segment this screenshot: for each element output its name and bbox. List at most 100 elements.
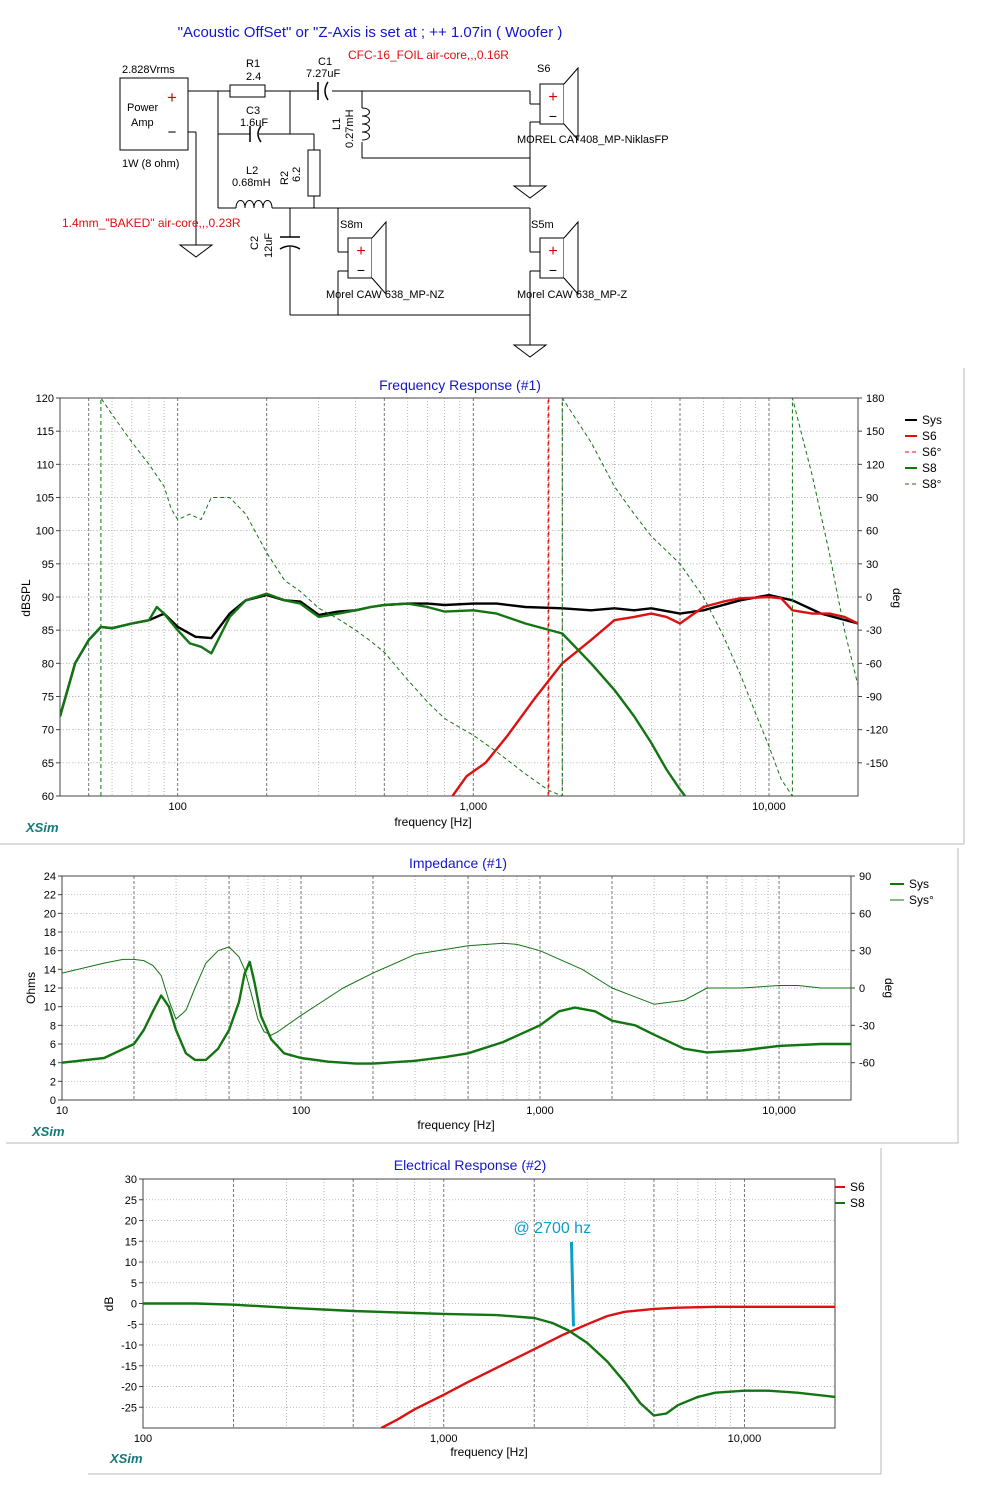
y2-tick-label: 120 xyxy=(866,459,884,471)
series-line-s6-phase xyxy=(547,398,550,796)
annotation-label: @ 2700 hz xyxy=(513,1220,591,1237)
legend-label: S6 xyxy=(922,429,937,443)
chart1-xlabel: frequency [Hz] xyxy=(394,815,471,829)
frequency-response-panel: Frequency Response (#1) frequency [Hz] d… xyxy=(0,368,965,845)
r2-ref: R2 xyxy=(279,171,291,185)
c1-note: CFC-16_FOIL air-core,,,0.16R xyxy=(348,48,509,62)
series-line-s8 xyxy=(60,592,686,796)
y-tick-label: 30 xyxy=(125,1174,137,1186)
chart2-y2label: deg xyxy=(882,978,896,998)
y-tick-label: -5 xyxy=(127,1319,137,1331)
y2-tick-label: 30 xyxy=(859,946,871,958)
y-tick-label: 90 xyxy=(42,592,54,604)
y-tick-label: 18 xyxy=(44,927,56,939)
power-amp-box xyxy=(119,77,189,151)
c2-value: 12uF xyxy=(263,233,275,258)
schematic-title: "Acoustic OffSet" or "Z-Axis is set at ;… xyxy=(178,24,563,41)
legend-label: Sys xyxy=(922,413,942,427)
legend: Sys Sys° xyxy=(890,877,934,907)
chart3-title: Electrical Response (#2) xyxy=(394,1157,547,1173)
y-tick-label: -15 xyxy=(121,1361,137,1373)
series-group xyxy=(62,942,851,1065)
y-tick-label: 75 xyxy=(42,692,54,704)
grid xyxy=(143,1179,835,1428)
s6-ref: S6 xyxy=(537,63,550,75)
series-line-s8-phase xyxy=(100,398,858,796)
y2-tick-label: -60 xyxy=(866,658,882,670)
x-tick-label: 100 xyxy=(292,1105,310,1117)
y-tick-label: 120 xyxy=(36,393,54,405)
y-tick-label: 70 xyxy=(42,725,54,737)
schematic-wires xyxy=(119,77,540,345)
impedance-panel: Impedance (#1) frequency [Hz] Ohms deg X… xyxy=(6,848,959,1144)
y2-tick-label: -120 xyxy=(866,725,888,737)
chart1-ylabel: dBSPL xyxy=(19,579,33,617)
s5m-ref: S5m xyxy=(531,219,554,231)
resistor-r1 xyxy=(229,84,266,98)
y-tick-label: 12 xyxy=(44,983,56,995)
y-tick-label: -10 xyxy=(121,1340,137,1352)
y-tick-label: 6 xyxy=(50,1039,56,1051)
y2-tick-label: 0 xyxy=(866,592,872,604)
series-line-sys xyxy=(62,960,851,1065)
l2-value: 0.68mH xyxy=(232,177,271,189)
x-tick-label: 1,000 xyxy=(430,1433,458,1445)
y2-tick-label: 30 xyxy=(866,559,878,571)
s6-model: MOREL CAT408_MP-NiklasFP xyxy=(517,134,669,146)
chart2-title: Impedance (#1) xyxy=(409,855,507,871)
series-group xyxy=(60,398,858,796)
y-tick-label: 60 xyxy=(42,791,54,803)
chart2-xlabel: frequency [Hz] xyxy=(417,1118,494,1132)
y2-tick-label: 150 xyxy=(866,426,884,438)
y-tick-label: 24 xyxy=(44,871,56,883)
r1-value: 2.4 xyxy=(246,71,261,83)
series-line-s8 xyxy=(143,1302,835,1417)
source-voltage: 2.828Vrms xyxy=(122,64,175,76)
r2-value: 6.2 xyxy=(291,167,303,182)
svg-text:−: − xyxy=(549,108,557,124)
y-tick-label: 8 xyxy=(50,1020,56,1032)
x-tick-label: 1,000 xyxy=(460,801,488,813)
y-tick-label: 10 xyxy=(44,1002,56,1014)
c1-ref: C1 xyxy=(318,56,332,68)
electrical-response-plot: -25 -20 -15 -10 -5 0 5 10 15 20 25 30 100 1,000 10,000… xyxy=(121,1174,865,1445)
x-tick-label: 10,000 xyxy=(762,1105,796,1117)
y2-tick-label: 60 xyxy=(859,908,871,920)
y2-tick-label: 90 xyxy=(866,493,878,505)
electrical-response-panel: Electrical Response (#2) frequency [Hz] … xyxy=(88,1148,882,1475)
inductor-l2 xyxy=(235,200,273,209)
svg-text:+: + xyxy=(548,89,557,106)
series-line-s6 xyxy=(380,1305,835,1428)
c3-value: 1.6uF xyxy=(240,117,268,129)
svg-text:+: + xyxy=(548,243,557,260)
y2-tick-label: -60 xyxy=(859,1058,875,1070)
y-tick-label: 80 xyxy=(42,658,54,670)
y-tick-label: -20 xyxy=(121,1382,137,1394)
y2-tick-label: 90 xyxy=(859,871,871,883)
amp-power: 1W (8 ohm) xyxy=(122,158,179,170)
y-tick-label: 14 xyxy=(44,964,56,976)
y2-tick-label: 0 xyxy=(859,983,865,995)
y-tick-label: 100 xyxy=(36,526,54,538)
amp-minus-icon: − xyxy=(168,124,177,141)
c3-ref: C3 xyxy=(246,105,260,117)
x-tick-label: 100 xyxy=(168,801,186,813)
c2-ref: C2 xyxy=(249,236,261,250)
ground-symbols xyxy=(178,185,548,358)
x-tick-label: 100 xyxy=(134,1433,152,1445)
x-tick-label: 1,000 xyxy=(526,1105,554,1117)
y2-tick-label: -90 xyxy=(866,692,882,704)
y-tick-label: -25 xyxy=(121,1402,137,1414)
l1-value: 0.27mH xyxy=(344,109,356,148)
chart1-title: Frequency Response (#1) xyxy=(379,377,541,393)
legend-label: S8 xyxy=(922,461,937,475)
legend-label: S8° xyxy=(922,477,942,491)
y-tick-label: 0 xyxy=(50,1095,56,1107)
grid xyxy=(60,398,858,796)
amp-label-1: Power xyxy=(127,102,159,114)
y-tick-label: 105 xyxy=(36,493,54,505)
chart1-y2label: deg xyxy=(890,588,904,608)
y-tick-label: 15 xyxy=(125,1236,137,1248)
crossover-schematic: "Acoustic OffSet" or "Z-Axis is set at ;… xyxy=(62,24,669,358)
